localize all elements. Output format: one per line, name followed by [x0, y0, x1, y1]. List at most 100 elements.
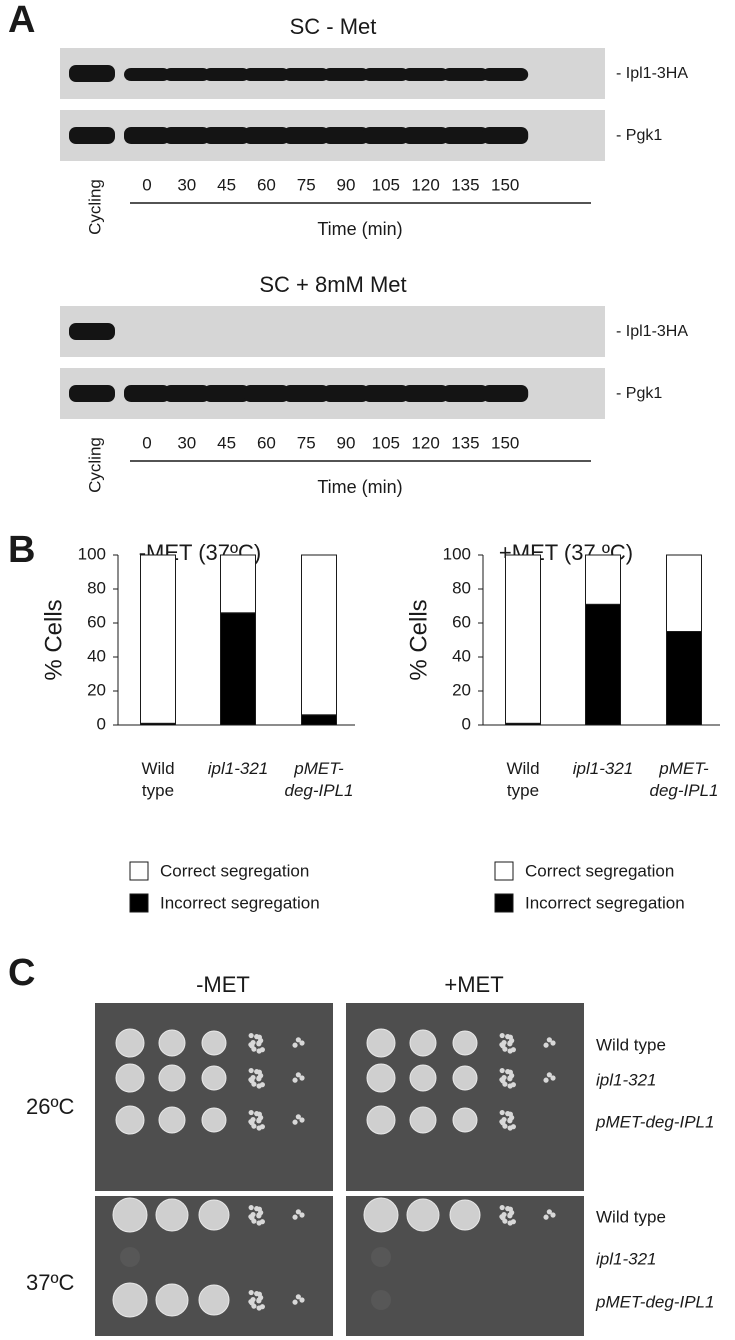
y-tick-label: 0 [462, 714, 471, 733]
colony [550, 1212, 556, 1218]
blot-title: SC + 8mM Met [259, 272, 406, 297]
colony [292, 1214, 298, 1220]
colony [507, 1076, 513, 1082]
lane-label: 30 [177, 175, 196, 194]
colony-spot [452, 1107, 478, 1133]
lane-label: 120 [411, 433, 439, 452]
x-tick-label: Wild type [506, 759, 540, 800]
colony [507, 1118, 513, 1124]
colony-spot [366, 1105, 396, 1135]
colony-spot [158, 1106, 186, 1134]
bar-segment [666, 631, 702, 726]
colony-spot [449, 1199, 481, 1231]
colony-spot [201, 1065, 227, 1091]
colony [295, 1294, 301, 1300]
bar-segment [301, 714, 337, 726]
band-label: - Ipl1-3HA [616, 65, 688, 82]
x-tick-label: pMET- deg-IPL1 [284, 759, 354, 800]
bar-segment [220, 554, 256, 614]
colony [502, 1123, 508, 1129]
panel-label: A [8, 0, 35, 41]
blot-band [442, 385, 489, 402]
colony-spot [155, 1198, 189, 1232]
blot-band [442, 68, 489, 81]
colony [546, 1209, 552, 1215]
colony [251, 1303, 257, 1309]
legend-label: Incorrect segregation [525, 893, 685, 912]
colony [256, 1069, 262, 1075]
colony [256, 1048, 262, 1054]
blot-band [203, 68, 250, 81]
bar-segment [505, 554, 541, 724]
colony-spot [409, 1064, 437, 1092]
blot-band [362, 68, 409, 81]
legend-swatch [129, 861, 149, 881]
strain-label: ipl1-321 [596, 1249, 657, 1268]
colony [248, 1119, 254, 1125]
colony [292, 1042, 298, 1048]
y-tick-label: 100 [443, 544, 471, 563]
y-tick-label: 40 [87, 646, 106, 665]
colony-spot [198, 1199, 230, 1231]
lane-label: 135 [451, 433, 479, 452]
blot-band [69, 127, 115, 144]
colony [550, 1075, 556, 1081]
x-tick-label: pMET- deg-IPL1 [649, 759, 719, 800]
colony [256, 1305, 262, 1311]
bar-segment [666, 554, 702, 632]
blot-band [203, 385, 250, 402]
colony [507, 1041, 513, 1047]
colony [256, 1041, 262, 1047]
y-tick-label: 20 [452, 680, 471, 699]
colony-spot [198, 1284, 230, 1316]
colony [499, 1204, 505, 1211]
panel-label: C [8, 952, 35, 994]
colony [256, 1220, 262, 1226]
colony [295, 1037, 301, 1043]
blot-band [69, 385, 115, 402]
bar-segment [301, 554, 337, 716]
blot-band [283, 385, 330, 402]
colony-spot [406, 1198, 440, 1232]
x-tick-label: ipl1-321 [572, 759, 634, 778]
colony [546, 1037, 552, 1043]
blot-band [482, 385, 529, 402]
colony [256, 1083, 262, 1089]
lane-label: 120 [411, 175, 439, 194]
colony [256, 1213, 262, 1219]
blot-band [124, 385, 170, 402]
legend-label: Incorrect segregation [160, 893, 320, 912]
colony [251, 1046, 257, 1052]
colony [248, 1289, 254, 1296]
blot-strip [60, 306, 605, 357]
colony-spot [409, 1029, 437, 1057]
panel-label: B [8, 529, 35, 571]
colony [256, 1291, 262, 1297]
blot-band [163, 127, 210, 144]
colony-spot [158, 1064, 186, 1092]
colony [502, 1081, 508, 1087]
strain-label: ipl1-321 [596, 1070, 657, 1089]
colony [256, 1118, 262, 1124]
colony [256, 1111, 262, 1117]
colony [543, 1077, 549, 1083]
colony [299, 1297, 305, 1303]
colony-spot [366, 1063, 396, 1093]
lane-label: 60 [257, 433, 276, 452]
lane-label: Cycling [85, 437, 104, 493]
blot-band [203, 127, 250, 144]
colony-spot [452, 1030, 478, 1056]
colony-spot [452, 1065, 478, 1091]
colony [507, 1034, 513, 1040]
colony [546, 1072, 552, 1078]
colony-spot [409, 1106, 437, 1134]
strain-label: pMET-deg-IPL1 [595, 1112, 714, 1131]
blot-band [243, 127, 290, 144]
blot-band [69, 323, 115, 340]
faint-spot [371, 1290, 391, 1310]
time-label: Time (min) [317, 219, 402, 239]
blot-band [163, 68, 210, 81]
lane-label: 105 [372, 433, 400, 452]
lane-label: 60 [257, 175, 276, 194]
